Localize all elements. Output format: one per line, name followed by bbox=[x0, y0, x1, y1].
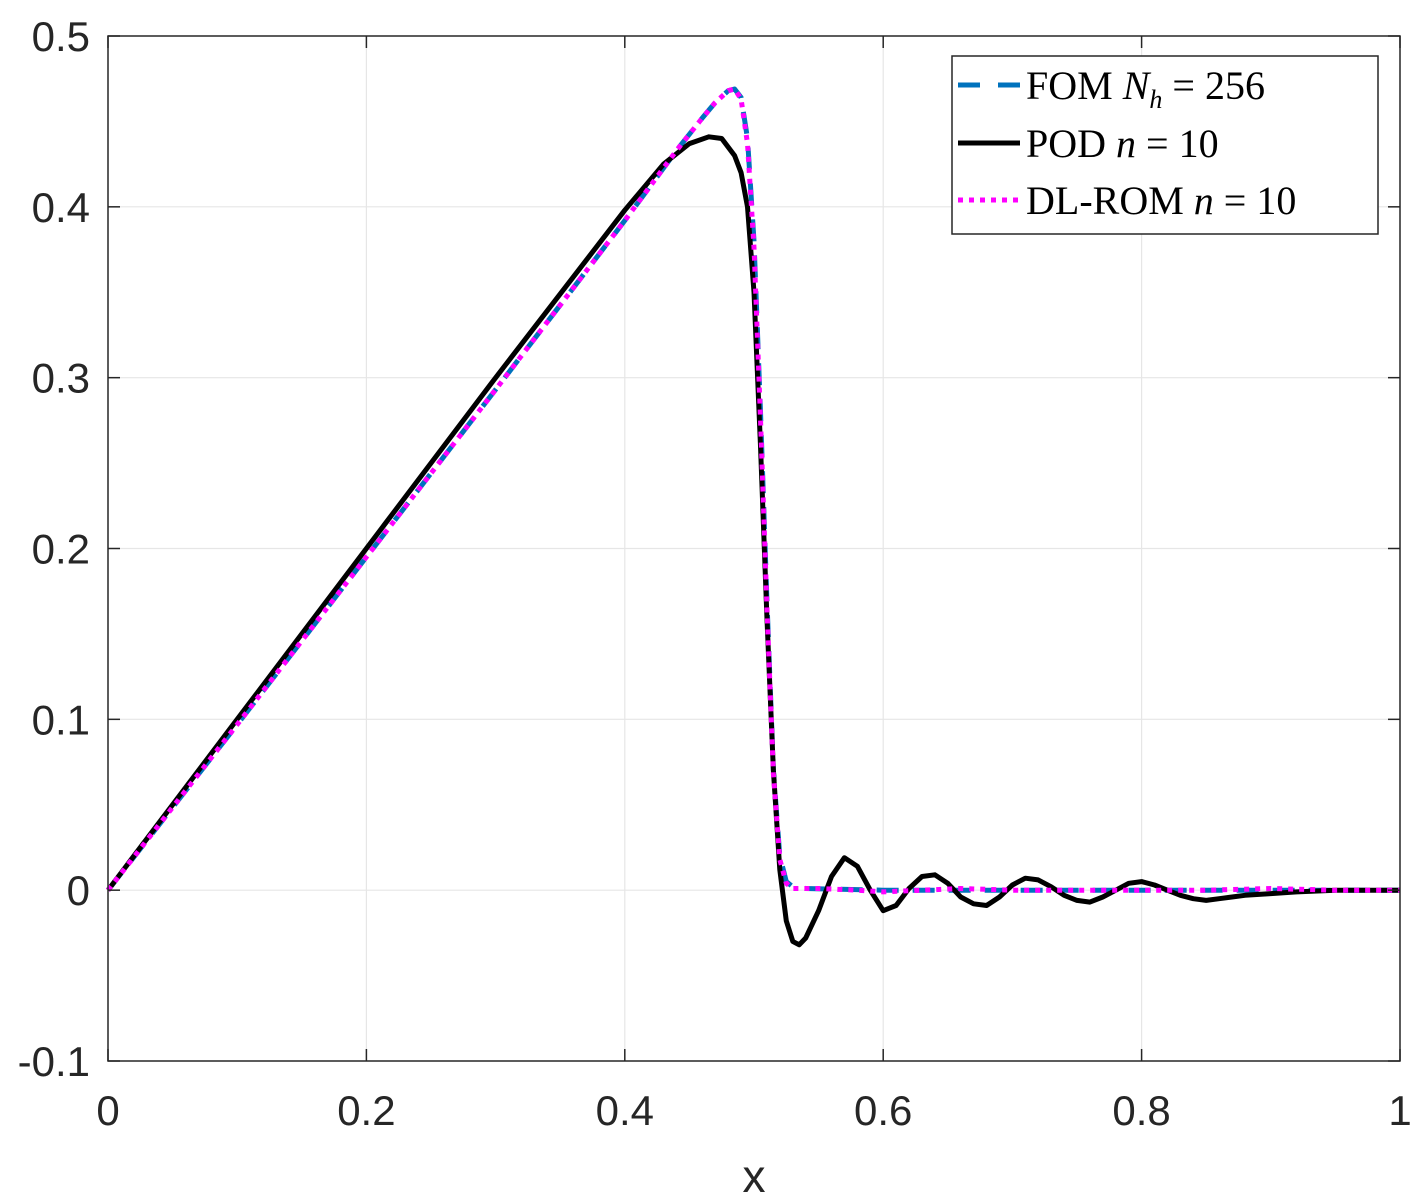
x-tick-label: 0.6 bbox=[854, 1087, 912, 1134]
legend-box bbox=[951, 55, 1379, 235]
y-tick-label: 0.1 bbox=[32, 696, 90, 743]
y-tick-label: 0.5 bbox=[32, 13, 90, 60]
y-tick-labels: -0.1 0 0.1 0.2 0.3 0.4 0.5 bbox=[18, 13, 90, 1085]
x-tick-labels: 0 0.2 0.4 0.6 0.8 1 bbox=[96, 1087, 1411, 1134]
legend-label-dl-rom: DL-ROM n = 10 bbox=[1026, 178, 1296, 223]
x-tick-label: 0.4 bbox=[596, 1087, 654, 1134]
series-line-dl-rom bbox=[106, 86, 1400, 895]
y-tick-label: 0.2 bbox=[32, 526, 90, 573]
legend-label-fom: FOM Nh = 256 bbox=[1026, 63, 1265, 114]
y-tick-label: -0.1 bbox=[18, 1038, 90, 1085]
x-tick-label: 0 bbox=[96, 1087, 119, 1134]
x-axis-label: x bbox=[743, 1150, 766, 1200]
tick-marks bbox=[107, 35, 1401, 1062]
y-tick-label: 0 bbox=[67, 867, 90, 914]
legend-label-pod: POD n = 10 bbox=[1026, 121, 1219, 166]
legend: FOM Nh = 256 POD n = 10 DL-ROM n = 10 bbox=[951, 55, 1379, 235]
x-tick-label: 1 bbox=[1388, 1087, 1411, 1134]
x-tick-label: 0.2 bbox=[337, 1087, 395, 1134]
y-tick-label: 0.3 bbox=[32, 355, 90, 402]
y-tick-label: 0.4 bbox=[32, 184, 90, 231]
series-layer bbox=[106, 86, 1400, 948]
x-tick-label: 0.8 bbox=[1112, 1087, 1170, 1134]
